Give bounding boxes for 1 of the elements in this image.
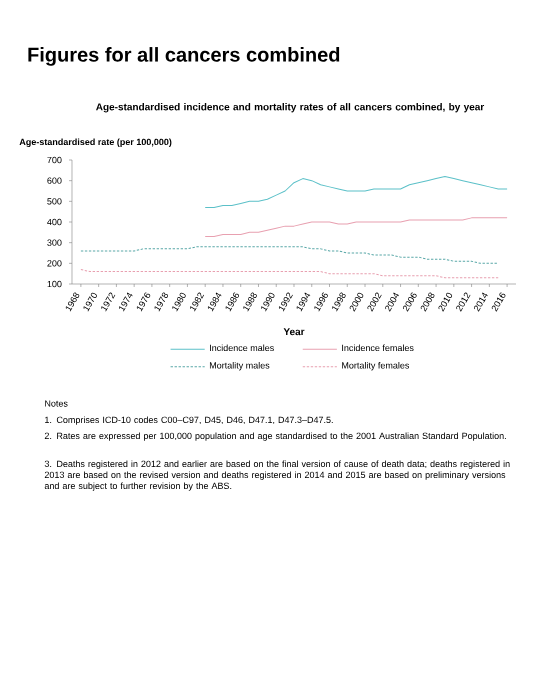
chart-title: Figures for all cancers combined [28, 47, 340, 66]
